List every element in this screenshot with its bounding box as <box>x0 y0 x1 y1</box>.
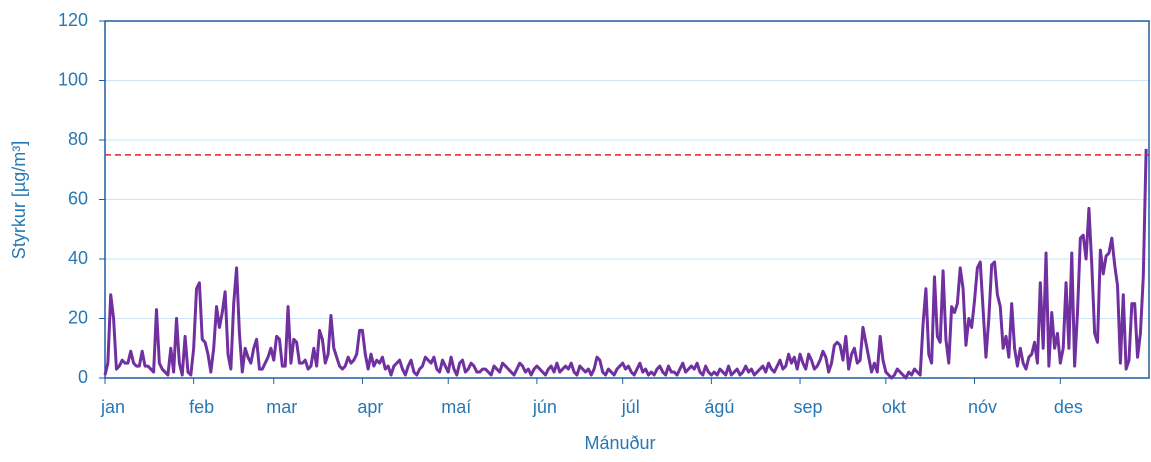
y-axis-label: Styrkur [µg/m³] <box>9 141 29 259</box>
x-tick-label: apr <box>357 397 383 417</box>
x-axis-label: Mánuður <box>584 433 655 453</box>
x-tick-label: feb <box>189 397 214 417</box>
x-tick-label: nóv <box>968 397 997 417</box>
data-line <box>103 148 1148 380</box>
y-tick-label: 20 <box>68 307 88 327</box>
x-tick-label: ágú <box>704 397 734 417</box>
x-tick-label: mar <box>266 397 297 417</box>
x-tick-label: okt <box>882 397 906 417</box>
y-tick-label: 100 <box>58 69 88 89</box>
x-tick-label: jan <box>100 397 125 417</box>
y-tick-label: 60 <box>68 188 88 208</box>
x-tick-label: jún <box>532 397 557 417</box>
x-tick-label: maí <box>441 397 471 417</box>
y-tick-label: 40 <box>68 248 88 268</box>
y-tick-label: 0 <box>78 367 88 387</box>
x-tick-label: des <box>1054 397 1083 417</box>
x-tick-label: júl <box>621 397 640 417</box>
y-tick-label: 120 <box>58 10 88 30</box>
x-tick-label: sep <box>794 397 823 417</box>
y-tick-label: 80 <box>68 129 88 149</box>
plot-frame <box>104 20 1150 379</box>
